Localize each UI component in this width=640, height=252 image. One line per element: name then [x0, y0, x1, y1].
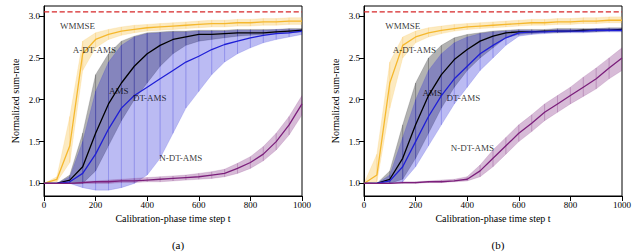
svg-text:(a): (a) — [172, 239, 185, 252]
svg-text:WMMSE: WMMSE — [60, 21, 96, 31]
svg-text:1.5: 1.5 — [29, 137, 41, 147]
svg-text:DT-AMS: DT-AMS — [133, 93, 167, 103]
svg-text:A-DT-AMS: A-DT-AMS — [73, 45, 116, 55]
svg-text:N-DT-AMS: N-DT-AMS — [159, 153, 202, 163]
svg-text:200: 200 — [89, 200, 103, 210]
svg-text:800: 800 — [564, 200, 578, 210]
svg-text:400: 400 — [140, 200, 154, 210]
svg-text:600: 600 — [192, 200, 206, 210]
svg-text:AMS: AMS — [423, 88, 443, 98]
svg-text:DT-AMS: DT-AMS — [446, 93, 480, 103]
svg-text:1000: 1000 — [613, 200, 632, 210]
svg-text:3.0: 3.0 — [29, 11, 41, 21]
svg-text:2.0: 2.0 — [349, 95, 361, 105]
svg-text:3.0: 3.0 — [349, 11, 361, 21]
svg-text:1.0: 1.0 — [29, 178, 41, 188]
svg-text:2.5: 2.5 — [349, 53, 361, 63]
svg-text:200: 200 — [409, 200, 423, 210]
svg-text:A-DT-AMS: A-DT-AMS — [393, 45, 436, 55]
svg-text:0: 0 — [42, 200, 47, 210]
svg-text:WMMSE: WMMSE — [385, 21, 421, 31]
svg-text:Calibration-phase time step t: Calibration-phase time step t — [435, 213, 550, 224]
svg-text:Calibration-phase time step t: Calibration-phase time step t — [115, 213, 230, 224]
svg-text:800: 800 — [244, 200, 258, 210]
svg-text:(b): (b) — [492, 239, 505, 252]
svg-text:600: 600 — [512, 200, 526, 210]
svg-text:400: 400 — [460, 200, 474, 210]
svg-text:1.5: 1.5 — [349, 137, 361, 147]
svg-text:1.0: 1.0 — [349, 178, 361, 188]
svg-text:N-DT-AMS: N-DT-AMS — [451, 143, 494, 153]
svg-text:0: 0 — [362, 200, 367, 210]
svg-text:AMS: AMS — [109, 86, 129, 96]
svg-text:Normalized sum-rate: Normalized sum-rate — [10, 58, 21, 143]
svg-text:2.5: 2.5 — [29, 53, 41, 63]
svg-text:1000: 1000 — [293, 200, 312, 210]
svg-text:2.0: 2.0 — [29, 95, 41, 105]
svg-text:Normalized sum-rate: Normalized sum-rate — [330, 58, 341, 143]
